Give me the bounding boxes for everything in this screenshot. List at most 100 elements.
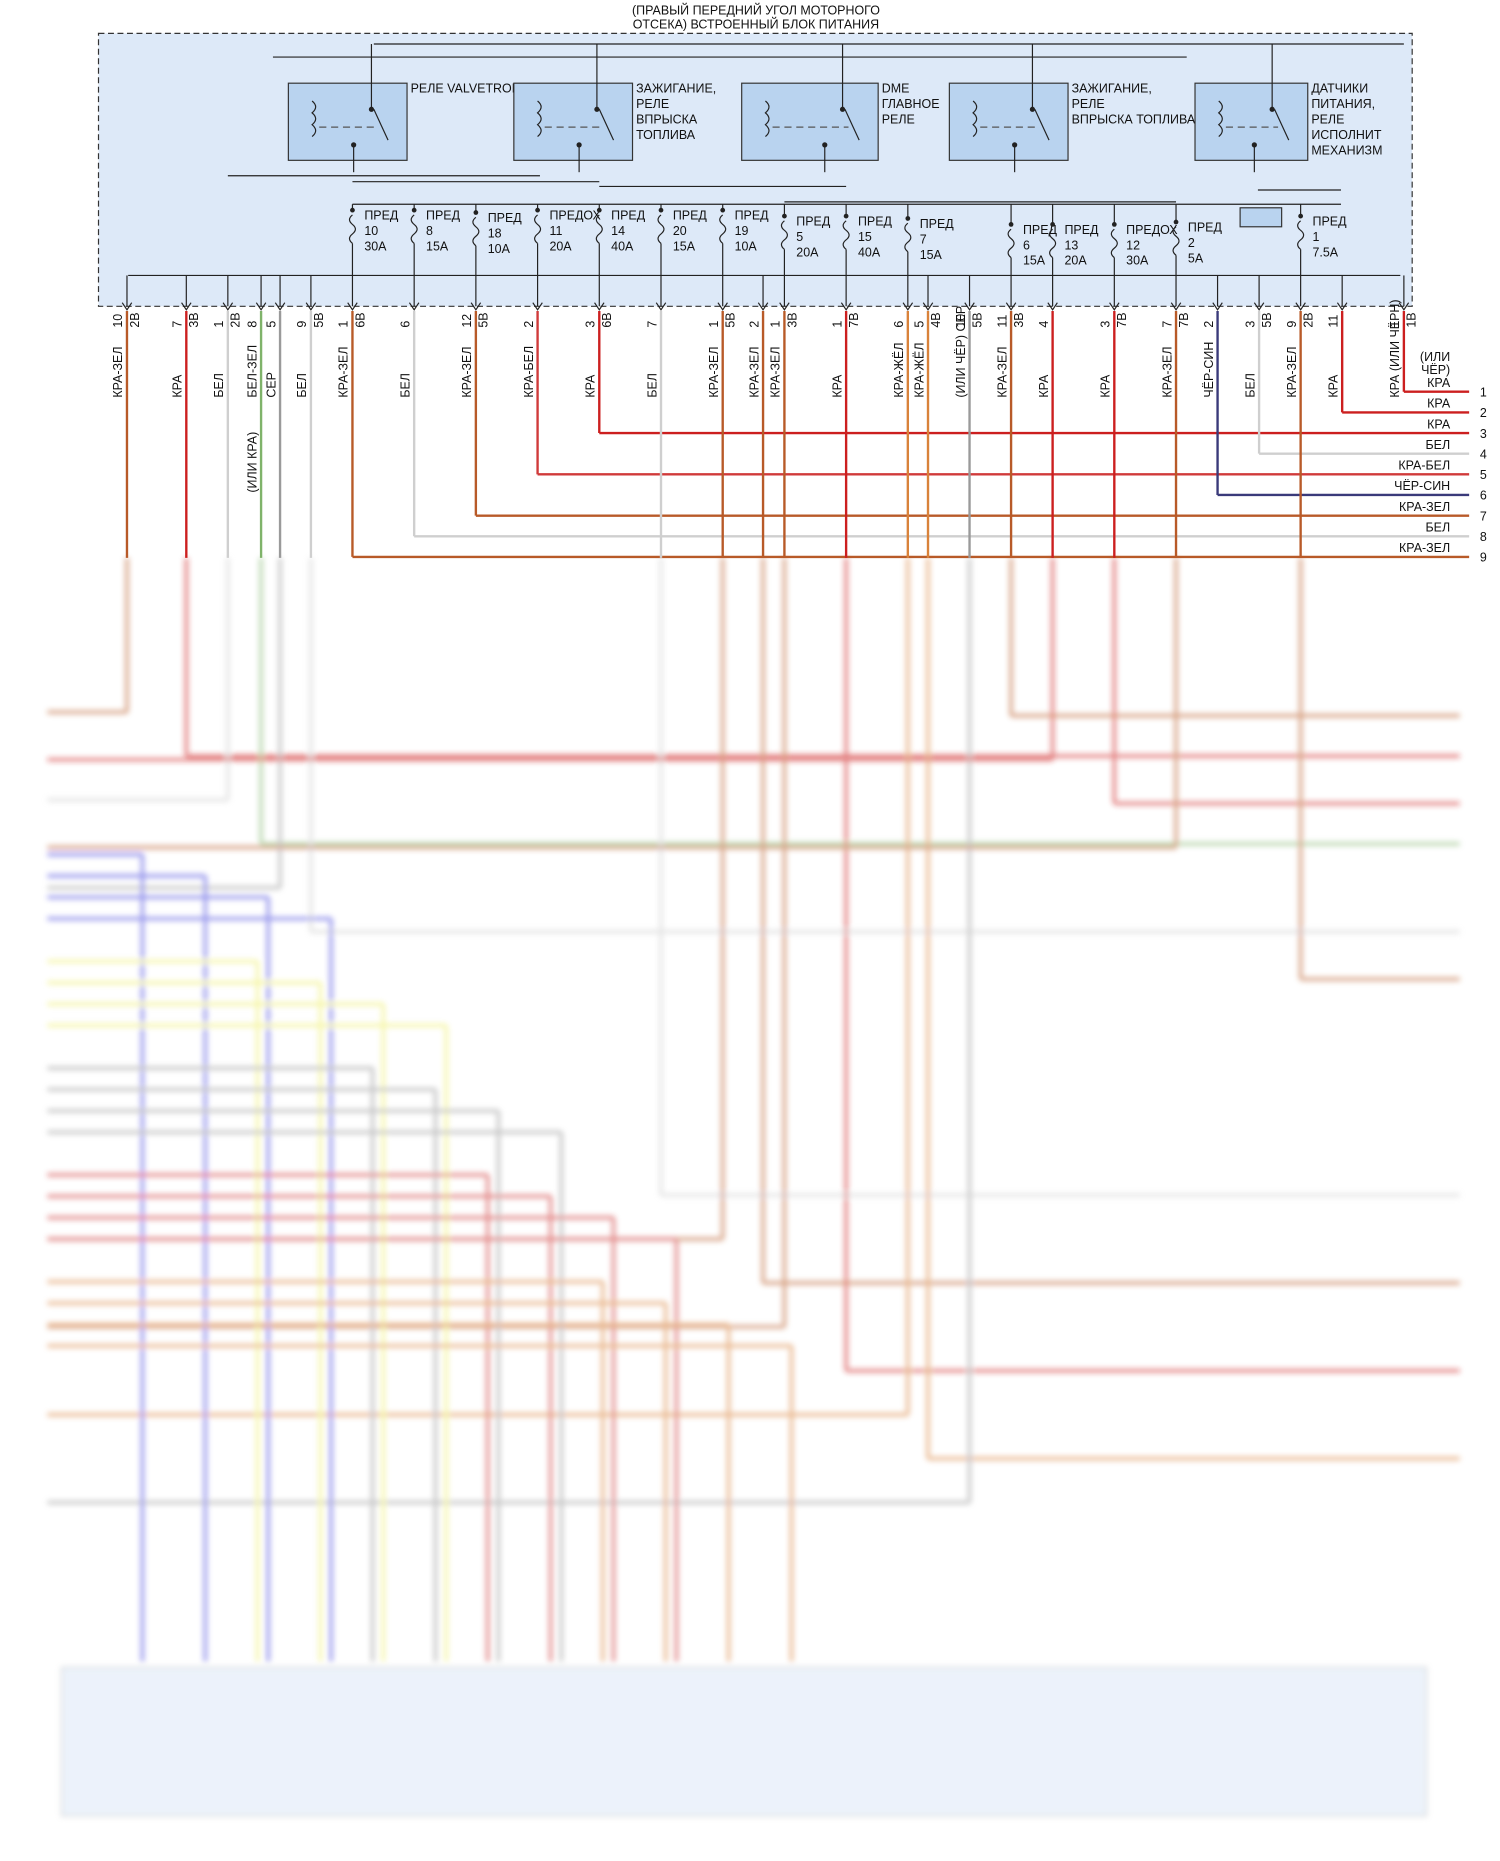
terminal-label: КРА-ЗЕЛ [1399,500,1450,514]
relay-label: РЕЛЕ [1072,97,1105,111]
pin-number: 9 [1285,321,1299,328]
relay-coil [311,100,317,138]
fuse-label: 8 [426,224,433,238]
fuse-label: 15A [673,240,696,254]
relay-label: ГЛАВНОЕ [882,97,940,111]
wire-color: КРА-ЗЕЛ [707,346,721,397]
box-title: ОТСЕКА) ВСТРОЕННЫЙ БЛОК ПИТАНИЯ [633,17,879,32]
pin-number: 1 [1388,321,1402,328]
relay-label: ВПРЫСКА ТОПЛИВА 2 [1072,113,1206,127]
pin-number: 11 [1326,315,1340,328]
fuse-label: ПРЕД [426,209,461,223]
pin-number: 7 [1160,321,1174,328]
relay-contact [368,106,375,112]
pin-number: 3 [1099,321,1113,328]
fuse-label: 5A [1188,251,1204,265]
pin-arrow [408,302,420,311]
relay [1194,82,1309,161]
pin-number: 1 [707,321,721,328]
fuse [472,216,480,247]
pin-connector: 1B [1405,312,1419,327]
pin-connector: 6B [600,312,614,327]
pin-number: 1 [769,321,783,328]
wire-color: КРА-ЗЕЛ [1285,346,1299,397]
pin-number: 7 [171,321,185,328]
fuse-label: 15A [1023,254,1046,268]
fuse-label: 12 [1126,238,1140,252]
fuse-label: 15 [858,230,872,244]
sensor-block [1239,207,1283,228]
fuse-label: 15A [920,248,943,262]
wire-color: БЕЛ [645,373,659,398]
fuse [410,214,418,244]
wire-color: БЕЛ-ЗЕЛ [245,345,259,398]
pin-arrow [532,302,543,311]
pin-connector: 2B [229,312,243,327]
pin-number: 11 [995,315,1009,328]
relay-label: РЕЛЕ [636,97,669,111]
pin-arrow [1047,302,1058,311]
wire-color: КРА-ЗЕЛ [460,346,474,397]
pin-number: 6 [892,321,906,328]
pin-number: 2 [522,321,536,328]
fuse-label: ПРЕД [364,209,399,223]
wire-color: КРА-ЗЕЛ [337,346,351,397]
pin-arrow [1212,302,1223,311]
terminal-number: 7 [1480,509,1487,523]
wire-color: КРА-ЗЕЛ [995,346,1009,397]
pin-arrow [717,302,728,311]
fuse [657,214,665,244]
pin-connector: 5B [477,312,491,327]
pin-arrow [964,302,975,311]
relay-coil [536,100,542,138]
pin-number: 1 [337,321,351,328]
wire-color: КРА [1099,374,1113,398]
fuse [719,214,727,244]
fuse-label: 2 [1188,236,1195,250]
pin-arrow [594,302,605,311]
pin-connector: 7B [1115,312,1129,327]
pin-connector: 6B [353,312,367,327]
relay-label: РЕЛЕ [1311,113,1344,127]
relay-coil [1217,100,1223,138]
pin-number: 2 [747,321,761,328]
relay-label: МЕХАНИЗМ [1311,143,1382,157]
fuse-label: 6 [1023,238,1030,252]
relay-contact [594,106,600,112]
pin-arrow [222,302,234,311]
terminal-label: ЧЁР-СИН [1394,479,1450,493]
pin-number: 5 [264,321,278,328]
wire-color: КРА [1326,374,1340,398]
pin-arrow [655,302,667,311]
pin-arrow [1109,302,1120,311]
pin-connector: 2B [1302,312,1316,327]
fuse-label: 1 [1313,230,1320,244]
pin-connector: 5B [724,312,738,327]
wire-color: КРА-ЗЕЛ [769,346,783,397]
relay [741,82,879,161]
pin-arrow [757,302,769,311]
relay-switch [598,109,615,141]
pin-arrow [902,302,914,311]
terminal-label: (ИЛИ [1420,350,1450,364]
node [1173,219,1179,225]
fuse-label: ПРЕД [1064,223,1099,237]
terminal-number: 6 [1480,489,1487,503]
fuse [1007,228,1015,259]
terminal-label: КРА [1427,397,1451,411]
pin-arrow [1295,302,1306,311]
wire-color: КРА-ЗЕЛ [1160,346,1174,397]
ecu-block [61,1666,1428,1817]
terminal-label: КРА-ЗЕЛ [1399,541,1450,555]
pin-arrow [1398,302,1410,311]
relay-contact [1029,106,1036,112]
relay [513,82,634,161]
terminal-number: 5 [1480,468,1487,482]
pin-number: 6 [398,321,412,328]
pin-arrow [1336,302,1348,311]
pin-connector: 3B [1012,312,1026,327]
pin-arrow [121,302,133,311]
wire-color: КРА-ЗЕЛ [111,346,125,397]
fuse [842,220,850,250]
pin-arrow [840,302,852,311]
